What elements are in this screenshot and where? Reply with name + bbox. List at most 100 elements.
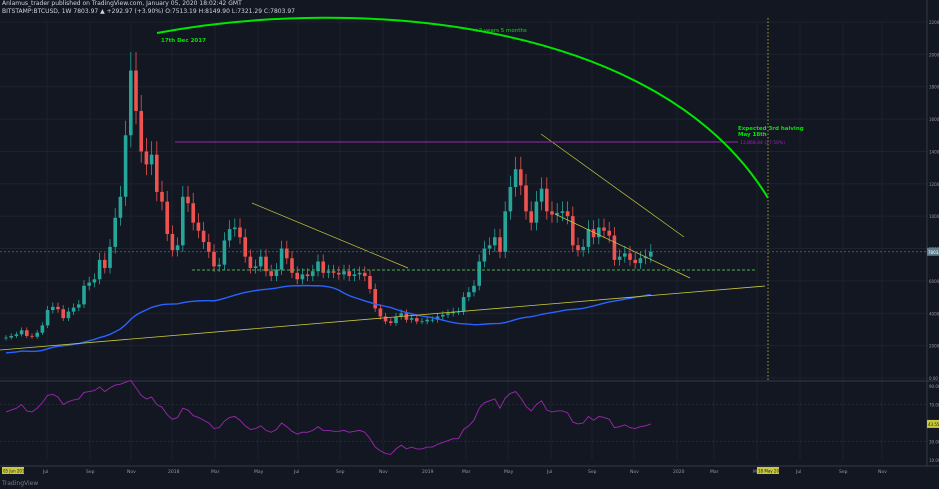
candle	[326, 271, 331, 273]
candle	[352, 274, 357, 277]
candle	[175, 245, 180, 251]
candle	[92, 279, 97, 283]
rsi-tick-label: 10.00	[929, 458, 939, 463]
candle	[612, 235, 617, 260]
candle	[295, 272, 299, 280]
candle	[493, 237, 497, 246]
candle	[446, 313, 450, 315]
y-tick-label: 4000.00	[929, 311, 939, 316]
candle	[77, 304, 81, 308]
candle	[591, 229, 596, 238]
start-date-label: 05 Jun 2017	[3, 469, 28, 474]
candle	[399, 313, 403, 317]
channel-lower	[554, 213, 691, 279]
x-tick-label: Mar	[710, 469, 719, 475]
candle	[56, 306, 60, 310]
annotation-peak: 17th Dec 2017	[161, 38, 206, 44]
candle	[378, 308, 383, 317]
candle	[638, 258, 643, 264]
candle	[186, 196, 190, 204]
candle	[9, 335, 13, 338]
candle	[581, 246, 585, 251]
channel-upper	[540, 133, 685, 238]
candle	[321, 261, 325, 273]
y-tick-label: 10000.00	[929, 214, 939, 219]
candle	[461, 297, 466, 312]
grid-lines	[0, 0, 939, 467]
x-tick-label: May	[504, 469, 514, 475]
candle	[285, 248, 289, 259]
y-tick-label: 16000.00	[929, 117, 939, 122]
time-arc	[156, 16, 769, 199]
resistance-label: 13,868.44 (27.50%)	[740, 140, 785, 146]
candle	[373, 289, 377, 309]
candle	[170, 233, 175, 251]
y-tick-label: 18000.00	[929, 85, 939, 90]
candle	[441, 314, 445, 317]
candle	[389, 321, 393, 323]
candle	[222, 240, 227, 265]
candle	[633, 259, 637, 264]
candle	[61, 309, 65, 319]
candle	[482, 248, 487, 262]
candle	[66, 311, 71, 319]
candle	[123, 135, 128, 197]
candle	[155, 154, 159, 192]
x-tick-label: Jul	[795, 469, 801, 475]
candle	[357, 272, 362, 275]
x-tick-label: Mar	[211, 469, 220, 475]
candle	[269, 271, 273, 277]
candle	[191, 203, 195, 223]
x-tick-label: 2020	[673, 469, 685, 475]
candle	[212, 251, 216, 267]
candle	[290, 258, 294, 273]
candle	[342, 271, 346, 275]
publisher-line: Anlamus_trader published on TradingView.…	[2, 0, 242, 7]
candle	[539, 188, 544, 202]
candle	[435, 316, 440, 320]
y-tick-label: 14000.00	[929, 149, 939, 154]
candle	[87, 282, 91, 286]
candle	[300, 274, 305, 280]
candle	[134, 70, 138, 111]
candle	[623, 253, 627, 257]
candle	[311, 271, 315, 277]
candle	[503, 211, 507, 252]
candle	[45, 310, 50, 326]
candle	[430, 319, 435, 321]
y-tick-label: 2000.00	[929, 344, 939, 349]
x-tick-label: Jul	[293, 469, 299, 475]
candle	[602, 227, 606, 231]
candle	[227, 229, 232, 241]
candle	[643, 256, 648, 259]
x-tick-label: Sep	[336, 469, 345, 475]
x-tick-label: Nov	[878, 469, 887, 475]
candle	[144, 151, 149, 165]
rsi-value-label: 43.55	[928, 422, 939, 427]
candle	[19, 330, 24, 335]
candle	[394, 316, 398, 323]
candle	[71, 307, 76, 312]
y-tick-label: 22000.00	[929, 20, 939, 25]
candle	[149, 154, 154, 165]
candle	[513, 169, 518, 188]
candle	[524, 185, 528, 212]
candle	[305, 274, 310, 277]
candle	[519, 169, 523, 186]
x-tick-label: May	[254, 469, 264, 475]
candle	[165, 201, 169, 234]
candle	[368, 276, 372, 289]
candle	[51, 306, 55, 311]
candle	[565, 211, 570, 217]
candle	[415, 318, 419, 322]
x-tick-label: Sep	[839, 469, 848, 475]
candle	[108, 246, 112, 268]
candle	[181, 196, 185, 246]
chart-header: Anlamus_trader published on TradingView.…	[2, 0, 937, 18]
candle	[607, 230, 611, 236]
x-tick-label: Jul	[42, 469, 48, 475]
rsi-tick-label: 70.00	[929, 403, 939, 408]
rsi-tick-label: 90.00	[929, 384, 939, 389]
